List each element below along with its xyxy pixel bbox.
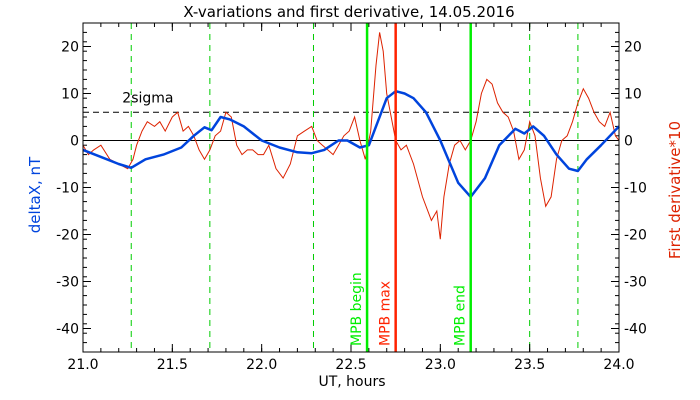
x-tick-label: 23.5 (514, 357, 545, 373)
y-tick-label-right: -40 (624, 322, 647, 338)
y-tick-label-right: 20 (624, 40, 642, 56)
x-tick-label: 22.5 (335, 357, 366, 373)
y-tick-label-right: 10 (624, 87, 642, 103)
series-deltaX (82, 89, 620, 199)
y-tick-label-right: -10 (624, 181, 647, 197)
chart-title: X-variations and first derivative, 14.05… (183, 3, 514, 21)
y-tick-label-left: 0 (70, 134, 79, 150)
y-tick-label-left: -20 (56, 228, 79, 244)
y-tick-label-left: -40 (56, 322, 79, 338)
y-tick-label-left: 10 (61, 87, 79, 103)
y-tick-label-left: -30 (56, 275, 79, 291)
plot-frame (82, 22, 620, 353)
x-axis-label: UT, hours (318, 374, 385, 390)
series-first-derivative (82, 32, 620, 240)
x-tick-label: 24.0 (603, 357, 634, 373)
plot-area: 2sigma 21.0 21.5 22.0 22.5 23.0 23.5 24.0 -40 -40… (56, 22, 647, 373)
mpb-marker-label: MPB end (453, 285, 469, 346)
sigma-label: 2sigma (122, 90, 173, 106)
y-axis-label-left: deltaX, nT (26, 156, 44, 233)
mpb-marker-label: MPB begin (349, 272, 365, 346)
y-tick-label-left: -10 (56, 181, 79, 197)
y-tick-label-right: 0 (624, 134, 633, 150)
x-tick-label: 23.0 (425, 357, 456, 373)
y-tick-label-right: -30 (624, 275, 647, 291)
y-axis-label-right: First derivative*10 (666, 121, 684, 259)
y-tick-label-right: -20 (624, 228, 647, 244)
mpb-marker-label: MPB max (378, 281, 394, 346)
x-tick-label: 21.5 (157, 357, 188, 373)
x-tick-label: 22.0 (246, 357, 277, 373)
y-tick-label-left: 20 (61, 40, 79, 56)
x-tick-label: 21.0 (67, 357, 98, 373)
